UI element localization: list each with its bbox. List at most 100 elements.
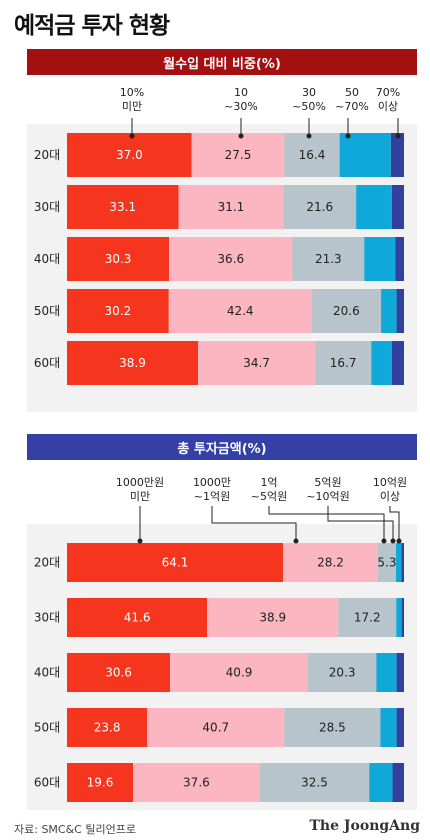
chart1-data-label: 27.5 — [225, 148, 252, 162]
chart2-bar-segment — [283, 543, 379, 582]
chart2-data-label: 40.7 — [202, 721, 229, 735]
chart2-bar-segment — [378, 543, 396, 582]
chart2-category-label: 50대 — [34, 721, 60, 735]
chart2-data-label: 40.9 — [226, 666, 253, 680]
chart1-legend-label: ~50% — [292, 100, 326, 113]
chart1-bar-segment — [191, 133, 285, 177]
chart1-legend-label: ~30% — [224, 100, 258, 113]
chart2-legend-label: ~10억원 — [306, 490, 349, 503]
chart1-data-label: 42.4 — [227, 304, 254, 318]
chart2-bar-segment — [284, 708, 381, 747]
chart2-data-label: 30.6 — [105, 666, 132, 680]
chart1-data-label: 38.9 — [119, 356, 146, 370]
chart2-legend-label: 1000만 — [193, 476, 231, 489]
chart1-category-label: 50대 — [34, 304, 60, 318]
chart1-bar-segment — [339, 133, 391, 177]
chart2-data-label: 20.3 — [329, 666, 356, 680]
chart2-bar-segment — [396, 653, 404, 692]
chart1-legend-label: 이상 — [378, 100, 398, 113]
chart1-bar-segment — [168, 289, 312, 333]
chart1-bar-segment — [396, 289, 404, 333]
chart2-legend-leader — [268, 506, 385, 541]
chart2-data-label: 19.6 — [87, 776, 114, 790]
chart2-legend-label: 1000만원 — [116, 476, 164, 489]
chart1-bar-segment — [356, 185, 392, 229]
chart2-category-label: 40대 — [34, 666, 60, 680]
chart1-bar-segment — [391, 341, 404, 385]
chart2-legend-leader — [211, 506, 297, 541]
chart2-bar-segment — [67, 653, 171, 692]
chart1-bar-segment — [371, 341, 392, 385]
chart2-bar-segment — [392, 763, 404, 802]
chart2-data-label: 28.2 — [317, 556, 344, 570]
chart1-data-label: 21.6 — [306, 200, 333, 214]
chart2-bar-segment — [380, 708, 397, 747]
chart2-bar-segment — [67, 708, 148, 747]
chart1-data-label: 33.1 — [109, 200, 136, 214]
chart1-legend-label: 10% — [120, 86, 144, 99]
chart2-legend-leader — [327, 506, 394, 541]
chart2-bar-segment — [133, 763, 260, 802]
chart1-bar-segment — [198, 341, 316, 385]
chart1-data-label: 31.1 — [218, 200, 245, 214]
chart1-data-label: 30.3 — [105, 252, 132, 266]
chart2-legend-dot — [293, 538, 299, 544]
chart2-bar-segment — [170, 653, 308, 692]
chart2-bar-segment — [396, 708, 404, 747]
page-title: 예적금 투자 현황 — [14, 13, 170, 39]
chart1-legend-label: 10 — [234, 86, 248, 99]
chart2-legend-label: ~5억원 — [251, 490, 287, 503]
chart1-data-label: 36.6 — [217, 252, 244, 266]
chart2-category-label: 30대 — [34, 611, 60, 625]
chart2-data-label: 28.5 — [319, 721, 346, 735]
chart2-legend-label: 10억원 — [373, 476, 407, 489]
chart1-legend-dot — [129, 133, 135, 139]
chart2-category-label: 20대 — [34, 556, 60, 570]
chart2-bar-segment — [67, 598, 208, 637]
chart2-data-label: 41.6 — [124, 611, 151, 625]
chart2-title-banner: 총 투자금액(%) — [27, 434, 417, 460]
chart1-legend-dot — [306, 133, 312, 139]
chart1-bar-segment — [381, 289, 397, 333]
chart1-legend-label: 50 — [345, 86, 359, 99]
chart2-data-label: 23.8 — [94, 721, 121, 735]
chart1-legend-dot — [238, 133, 244, 139]
chart2-data-label: 32.5 — [301, 776, 328, 790]
chart2-bar-segment — [147, 708, 285, 747]
chart2-bar-segment — [307, 653, 377, 692]
chart2-bar-segment — [67, 543, 284, 582]
chart1-bar-segment — [67, 341, 199, 385]
chart2-bar-segment — [207, 598, 339, 637]
chart1-bar-segment — [315, 341, 372, 385]
chart2-legend-dot — [137, 538, 143, 544]
chart1-bar-segment — [67, 289, 169, 333]
chart1-legend-label: ~70% — [335, 100, 369, 113]
chart1-bar-segment — [67, 133, 192, 177]
chart1-bar-segment — [67, 237, 170, 281]
source-note: 자료: SMC&C 틸리언프로 — [14, 823, 136, 836]
chart2-legend-label: 이상 — [380, 490, 400, 503]
chart1-data-label: 30.2 — [105, 304, 132, 318]
chart1-data-label: 16.7 — [330, 356, 357, 370]
chart1-bar-segment — [67, 185, 179, 229]
chart1-data-label: 37.0 — [116, 148, 143, 162]
chart1-bar-segment — [391, 185, 404, 229]
chart2-bar-segment — [401, 543, 404, 582]
chart1-bar-segment — [395, 237, 404, 281]
chart2-data-label: 5.3 — [377, 556, 396, 570]
chart2-data-label: 17.2 — [354, 611, 381, 625]
chart1-bar-segment — [292, 237, 365, 281]
chart2-legend-leader — [389, 506, 400, 541]
chart1-bar-segment — [364, 237, 396, 281]
chart1-bar-segment — [178, 185, 284, 229]
publisher-logo: The JoongAng — [309, 818, 420, 834]
chart1-data-label: 21.3 — [315, 252, 342, 266]
chart2-bar-segment — [67, 763, 134, 802]
chart2-category-label: 60대 — [34, 776, 60, 790]
chart1-bar-segment — [283, 185, 357, 229]
chart2-data-label: 38.9 — [259, 611, 286, 625]
chart1-data-label: 20.6 — [333, 304, 360, 318]
chart2-bar-segment — [376, 653, 397, 692]
